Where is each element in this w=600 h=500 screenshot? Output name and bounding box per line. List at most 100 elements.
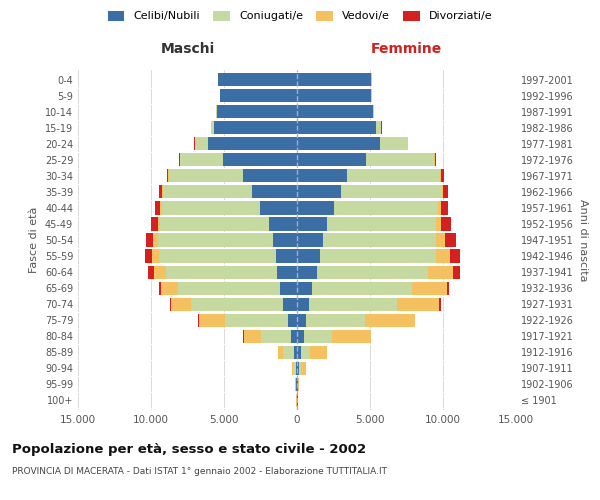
Bar xyxy=(225,314,287,327)
Bar xyxy=(443,186,448,198)
Bar xyxy=(434,153,436,166)
Bar xyxy=(161,282,178,294)
Bar xyxy=(297,362,299,375)
Bar xyxy=(169,170,243,182)
Bar xyxy=(168,170,169,182)
Bar xyxy=(170,298,172,310)
Bar xyxy=(301,362,306,375)
Bar xyxy=(297,330,304,343)
Bar xyxy=(273,234,297,246)
Bar xyxy=(217,105,297,118)
Bar xyxy=(145,250,152,262)
Bar xyxy=(155,202,160,214)
Bar xyxy=(365,314,415,327)
Bar xyxy=(154,234,158,246)
Legend: Celibi/Nubili, Coniugati/e, Vedovi/e, Divorziati/e: Celibi/Nubili, Coniugati/e, Vedovi/e, Di… xyxy=(108,10,492,22)
Bar xyxy=(436,250,451,262)
Bar xyxy=(297,73,371,86)
Bar xyxy=(297,218,327,230)
Bar xyxy=(166,266,277,278)
Bar xyxy=(297,170,347,182)
Bar xyxy=(298,378,299,391)
Bar xyxy=(158,218,160,230)
Bar xyxy=(297,266,317,278)
Bar xyxy=(297,186,341,198)
Bar xyxy=(310,298,397,310)
Bar xyxy=(218,73,297,86)
Bar xyxy=(297,121,376,134)
Bar xyxy=(297,234,323,246)
Y-axis label: Fasce di età: Fasce di età xyxy=(29,207,39,273)
Bar xyxy=(146,234,154,246)
Bar xyxy=(442,186,443,198)
Bar xyxy=(441,170,443,182)
Text: PROVINCIA DI MACERATA - Dati ISTAT 1° gennaio 2002 - Elaborazione TUTTITALIA.IT: PROVINCIA DI MACERATA - Dati ISTAT 1° ge… xyxy=(12,468,387,476)
Bar xyxy=(451,250,460,262)
Bar xyxy=(180,153,223,166)
Bar xyxy=(160,202,162,214)
Bar xyxy=(277,266,297,278)
Bar xyxy=(320,250,436,262)
Bar xyxy=(297,314,307,327)
Bar xyxy=(179,153,180,166)
Bar xyxy=(441,218,451,230)
Bar xyxy=(152,250,159,262)
Bar xyxy=(380,137,408,150)
Bar xyxy=(297,153,365,166)
Bar xyxy=(278,346,283,359)
Bar xyxy=(295,346,297,359)
Bar xyxy=(276,250,297,262)
Bar xyxy=(243,170,297,182)
Bar xyxy=(252,186,297,198)
Bar xyxy=(297,298,310,310)
Bar xyxy=(159,250,276,262)
Bar xyxy=(172,298,191,310)
Bar xyxy=(347,170,440,182)
Bar xyxy=(297,346,301,359)
Bar xyxy=(260,202,297,214)
Bar xyxy=(191,298,283,310)
Bar xyxy=(397,298,439,310)
Bar xyxy=(297,250,320,262)
Bar xyxy=(283,298,297,310)
Bar xyxy=(376,121,382,134)
Bar xyxy=(280,282,297,294)
Bar xyxy=(195,137,208,150)
Bar xyxy=(244,330,261,343)
Bar xyxy=(373,105,374,118)
Bar xyxy=(199,314,225,327)
Bar xyxy=(301,346,310,359)
Text: Femmine: Femmine xyxy=(371,42,442,56)
Bar xyxy=(453,266,460,278)
Bar xyxy=(313,282,412,294)
Bar xyxy=(445,234,456,246)
Bar xyxy=(162,202,260,214)
Bar xyxy=(299,362,301,375)
Text: Maschi: Maschi xyxy=(160,42,215,56)
Bar xyxy=(440,170,441,182)
Bar xyxy=(412,282,446,294)
Bar xyxy=(158,282,161,294)
Bar xyxy=(148,266,154,278)
Bar xyxy=(332,330,371,343)
Bar xyxy=(178,282,280,294)
Bar xyxy=(292,362,293,375)
Bar xyxy=(327,218,436,230)
Bar xyxy=(296,378,297,391)
Bar xyxy=(297,89,371,102)
Bar xyxy=(310,346,327,359)
Bar xyxy=(211,121,214,134)
Bar xyxy=(307,314,365,327)
Bar xyxy=(304,330,332,343)
Bar xyxy=(287,314,297,327)
Bar xyxy=(167,170,168,182)
Bar xyxy=(341,186,442,198)
Bar xyxy=(293,362,296,375)
Bar xyxy=(297,282,313,294)
Bar xyxy=(208,137,297,150)
Bar xyxy=(323,234,436,246)
Bar xyxy=(161,186,163,198)
Bar xyxy=(283,346,295,359)
Bar xyxy=(439,298,440,310)
Bar xyxy=(297,202,334,214)
